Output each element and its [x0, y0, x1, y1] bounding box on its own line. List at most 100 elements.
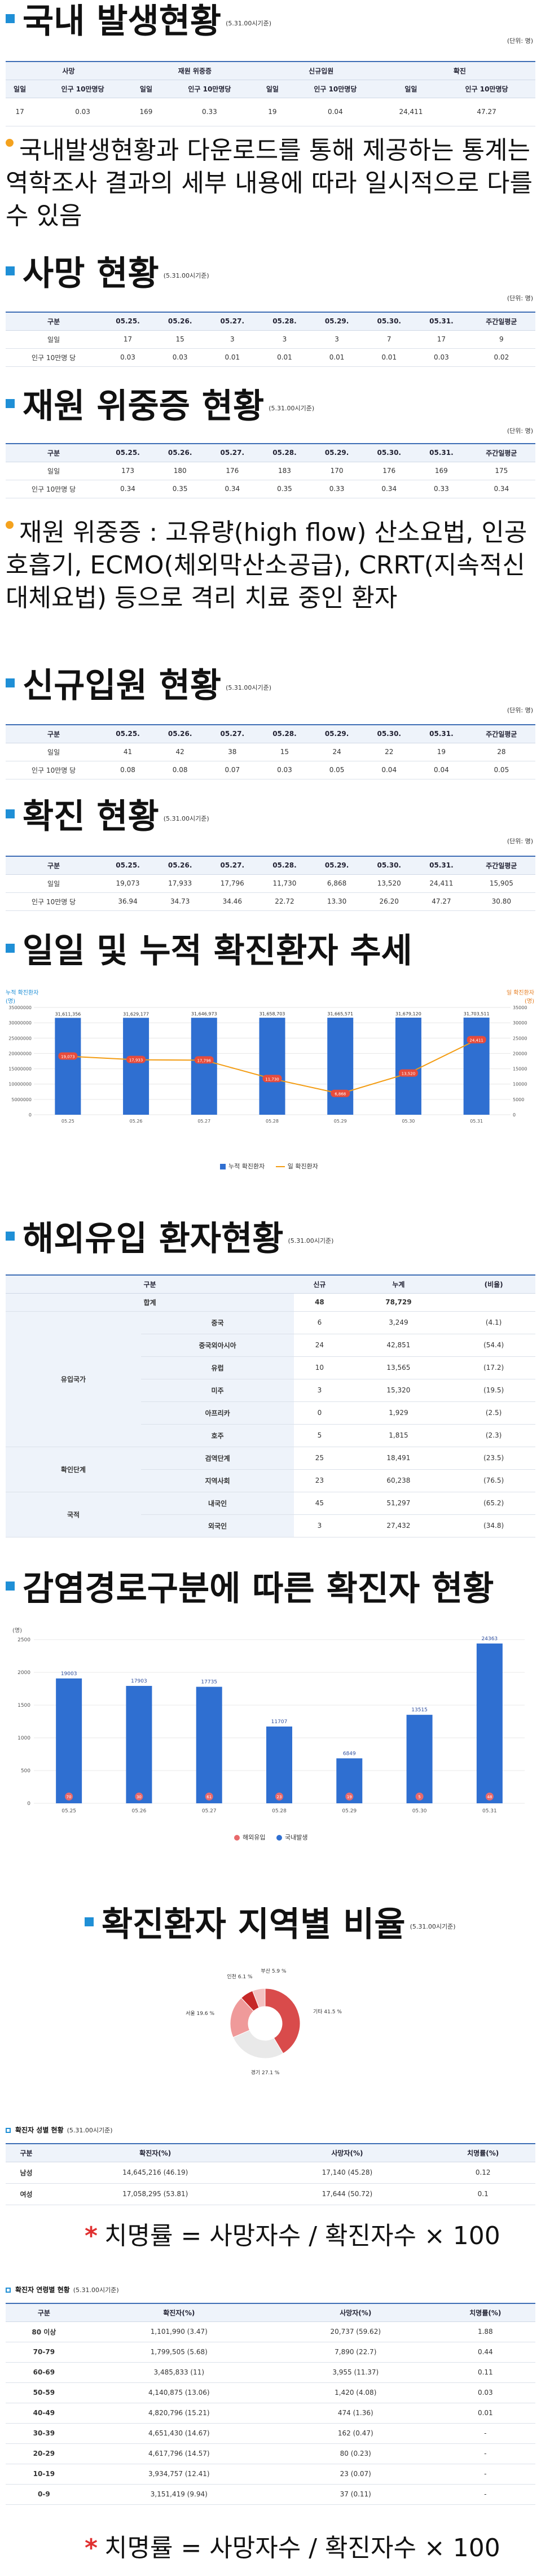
row-header: 80 이상 — [6, 2321, 82, 2342]
table-cell: 24 — [310, 743, 363, 761]
table-cell: (54.4) — [452, 1334, 535, 1357]
legend-item: 일 확진환자 — [275, 1163, 318, 1170]
daily-point — [126, 1055, 146, 1063]
table-cell: 17,796 — [206, 874, 259, 893]
column-header: 05.27. — [206, 312, 259, 331]
table-cell: 0.01 — [206, 348, 259, 367]
row-header: 여성 — [6, 2183, 47, 2205]
table-cell: 0.03 — [435, 2382, 535, 2403]
row-header: 인구 10만명 당 — [6, 761, 102, 779]
title-marker-icon — [6, 399, 15, 409]
severe-table: 구분 05.25. 05.26. 05.27. 05.28. 05.29. 05.30. 05… — [6, 443, 535, 498]
column-header: 05.25. — [102, 724, 154, 743]
table-cell: 0.34 — [102, 480, 154, 498]
row-header: 인구 10만명 당 — [6, 480, 102, 498]
table-cell: 13,520 — [363, 874, 416, 893]
y-tick-label: 1000 — [17, 1736, 30, 1741]
daily-value-label: 13,520 — [402, 1072, 416, 1076]
table-cell: 14,645,216 (46.19) — [47, 2162, 264, 2184]
column-header: 05.31. — [415, 312, 468, 331]
column-header: 05.30. — [363, 312, 416, 331]
table-cell: 0 — [294, 1401, 345, 1425]
overseas-marker — [65, 1793, 73, 1800]
table-cell: 169 — [131, 98, 161, 126]
sub-header: 인구 10만명당 — [160, 79, 258, 98]
bar-value-label: 31,646,973 — [191, 1011, 217, 1017]
table-cell: 173 — [102, 462, 154, 480]
table-row: 유럽 10 13,565 (17.2) — [6, 1356, 535, 1379]
title-marker-icon — [6, 2288, 11, 2293]
daily-value-label: 17,796 — [197, 1058, 212, 1063]
table-cell: (17.2) — [452, 1356, 535, 1379]
column-header: 확진자(%) — [47, 2143, 264, 2162]
table-cell: 0.05 — [467, 761, 535, 779]
trend-legend: 누적 확진환자 일 확진환자 — [220, 1162, 327, 1171]
column-header: 05.26. — [153, 443, 206, 462]
x-tick-label: 05.31 — [470, 1119, 483, 1124]
column-header: 05.25. — [102, 312, 154, 331]
group-header: 확인단계 — [6, 1447, 141, 1492]
table-cell: 0.01 — [435, 2403, 535, 2424]
table-cell: 9 — [467, 330, 535, 349]
table-cell: 0.01 — [363, 348, 416, 367]
row-header: 10-19 — [6, 2464, 82, 2485]
row-header: 20-29 — [6, 2443, 82, 2464]
overseas-value-label: 30 — [137, 1795, 142, 1799]
cumulative-bar — [123, 1018, 149, 1115]
severe-title: 재원 위중증 현황 (5.31.00시기준) — [6, 389, 314, 423]
daily-point — [194, 1056, 214, 1064]
x-tick-label: 05.30 — [402, 1119, 415, 1124]
daily-point — [58, 1052, 78, 1060]
daily-point — [398, 1069, 418, 1077]
table-row: 50-59 4,140,875 (13.06) 1,420 (4.08) 0.03 — [6, 2382, 535, 2403]
row-header: 미주 — [141, 1379, 294, 1402]
domestic-value-label: 11707 — [271, 1719, 288, 1725]
title-marker-icon — [6, 1581, 15, 1591]
column-header: 05.26. — [153, 724, 206, 743]
row-header: 유럽 — [141, 1356, 294, 1379]
y-tick-label-right: 0 — [513, 1112, 516, 1118]
table-cell: 26.20 — [363, 892, 416, 911]
row-header: 일일 — [6, 743, 102, 761]
table-cell: 0.03 — [102, 348, 154, 367]
column-header: 05.29. — [310, 443, 363, 462]
bar-value-label: 31,658,703 — [259, 1011, 285, 1017]
overseas-value-label: 48 — [487, 1795, 492, 1799]
table-cell: 0.05 — [310, 761, 363, 779]
region-title: 확진환자 지역별 비율 (5.31.00시기준) — [85, 1908, 456, 1942]
legend-item: 누적 확진환자 — [220, 1163, 265, 1170]
table-cell: (34.8) — [452, 1514, 535, 1537]
table-cell: 24,411 — [384, 98, 438, 126]
table-cell: 17,058,295 (53.81) — [47, 2183, 264, 2205]
row-header: 일일 — [6, 462, 102, 480]
table-cell: 0.33 — [160, 98, 258, 126]
table-row: 일일 173 180 176 183 170 176 169 175 — [6, 462, 535, 480]
table-cell: (2.5) — [452, 1401, 535, 1425]
table-cell: 37 (0.11) — [275, 2484, 436, 2505]
y-tick-label-left: 35000000 — [8, 1005, 32, 1010]
pie-slice-label: 인천 6.1 % — [227, 1974, 253, 1980]
domestic-value-label: 17903 — [131, 1679, 147, 1684]
y-tick-label-left: 5000000 — [11, 1097, 32, 1102]
table-cell: 42 — [153, 743, 206, 761]
title-marker-icon — [6, 2128, 11, 2133]
column-header: 05.30. — [363, 724, 416, 743]
y-tick-label: 2000 — [17, 1670, 30, 1676]
y-tick-label: 0 — [27, 1801, 30, 1807]
column-header: 05.31. — [415, 724, 468, 743]
column-header: 구분 — [6, 312, 102, 331]
column-header: 주간일평균 — [467, 856, 535, 875]
sex-title: 확진자 성별 현황 (5.31.00시기준) — [6, 2125, 113, 2135]
table-cell: 0.33 — [310, 480, 363, 498]
title-marker-icon — [85, 1917, 94, 1927]
row-header: 합계 — [6, 1293, 294, 1312]
overseas-marker — [205, 1793, 213, 1800]
confirmed-title: 확진 현황 (5.31.00시기준) — [6, 800, 209, 834]
table-cell: 48 — [294, 1293, 345, 1312]
column-header: 05.28. — [258, 312, 311, 331]
overseas-value-label: 5 — [418, 1795, 420, 1799]
table-cell: 4,617,796 (14.57) — [82, 2443, 276, 2464]
table-row: 60-69 3,485,833 (11) 3,955 (11.37) 0.11 — [6, 2362, 535, 2383]
table-cell: 3,485,833 (11) — [82, 2362, 276, 2383]
